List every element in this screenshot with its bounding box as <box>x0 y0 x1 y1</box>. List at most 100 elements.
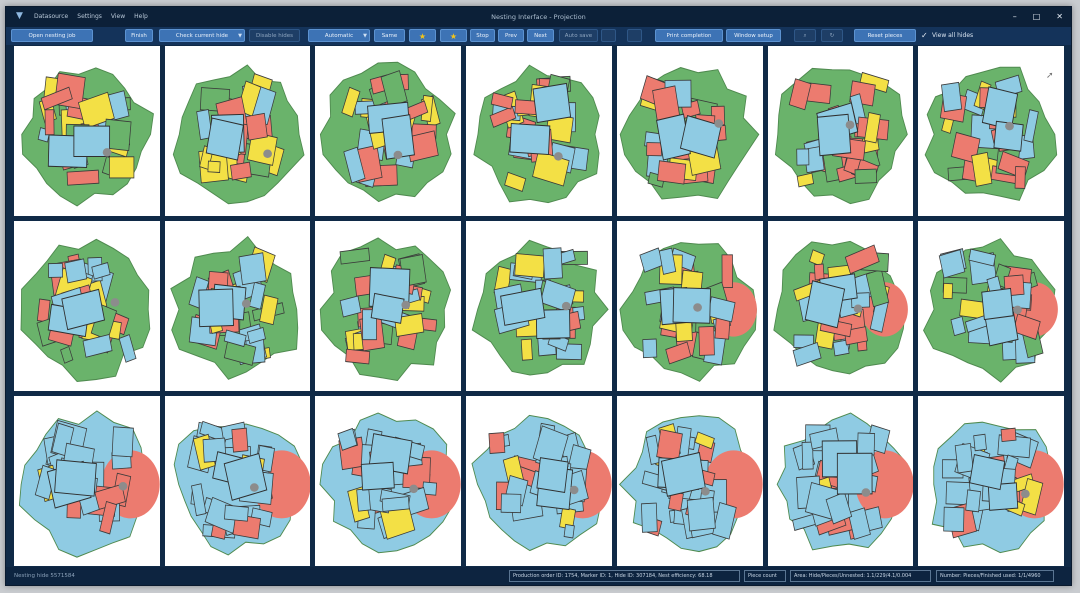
small-tool-button-1[interactable] <box>601 29 616 42</box>
menu-item-view[interactable]: View <box>110 13 126 20</box>
hide-tile[interactable] <box>616 221 763 391</box>
nested-piece <box>99 500 118 535</box>
nested-piece <box>343 146 366 184</box>
menu-item-datasource[interactable]: Datasource <box>34 13 69 20</box>
hide-tile[interactable] <box>466 396 612 566</box>
nested-piece <box>394 313 425 338</box>
nested-piece <box>656 160 687 185</box>
hide-tile[interactable] <box>14 221 160 391</box>
nested-piece <box>943 506 965 533</box>
hide-tile[interactable] <box>164 396 311 566</box>
hide-tile[interactable] <box>616 46 763 216</box>
reset-pieces-button[interactable]: Reset pieces <box>854 29 916 42</box>
small-tool-button-2[interactable] <box>627 29 642 42</box>
nested-piece <box>340 295 362 318</box>
nested-piece <box>111 426 134 458</box>
nested-piece <box>1014 166 1027 189</box>
nested-piece-large <box>205 117 244 161</box>
minimize-icon[interactable]: – <box>1012 12 1017 21</box>
hide-tile[interactable] <box>14 46 160 216</box>
hide-tile[interactable] <box>315 396 462 566</box>
nested-piece <box>1000 427 1017 443</box>
menu-item-settings[interactable]: Settings <box>77 13 102 20</box>
auto-save-button[interactable]: Auto save <box>559 29 598 42</box>
print-completion-button[interactable]: Print completion <box>655 29 723 42</box>
disable-hides-button[interactable]: Disable hides <box>249 29 300 42</box>
nested-piece-large <box>988 482 1019 511</box>
prev-button[interactable]: Prev <box>498 29 524 42</box>
same-label: Same <box>381 33 398 39</box>
nested-piece <box>238 252 267 286</box>
defect-marker <box>562 301 571 311</box>
hide-nesting-view <box>169 235 298 380</box>
defect-marker <box>409 484 419 494</box>
nested-piece <box>939 249 966 279</box>
status-order-info: Production order ID: 1754, Marker ID: 1,… <box>509 570 740 582</box>
hide-tile[interactable] <box>315 46 462 216</box>
finish-label: Finish <box>131 33 147 39</box>
view-all-checkbox-icon[interactable]: ✓ <box>921 31 928 40</box>
nested-piece <box>965 489 982 513</box>
hide-nesting-view <box>320 237 452 382</box>
hide-tile[interactable] <box>466 221 612 391</box>
reset-pieces-label: Reset pieces <box>867 33 903 39</box>
nested-piece <box>345 348 371 365</box>
print-completion-label: Print completion <box>666 33 712 39</box>
defect-marker <box>1021 489 1031 499</box>
hide-tile[interactable] <box>918 46 1064 216</box>
defect-marker <box>554 152 563 161</box>
stop-button[interactable]: Stop <box>470 29 495 42</box>
defect-marker <box>714 119 723 128</box>
hide-tile[interactable] <box>767 221 914 391</box>
hide-tile[interactable] <box>164 221 311 391</box>
open-nesting-job-button[interactable]: Open nesting job <box>11 29 93 42</box>
star-button-1[interactable]: ★ <box>409 29 436 42</box>
nested-piece <box>207 160 221 173</box>
status-bar: Nesting hide 5571584 Production order ID… <box>6 567 1071 585</box>
zoom-button[interactable]: ⌕ <box>794 29 816 42</box>
nested-piece <box>66 169 100 186</box>
menu-bar: Datasource Settings View Help <box>34 13 148 20</box>
nested-piece <box>488 432 506 454</box>
nested-piece <box>356 488 372 512</box>
star-icon: ★ <box>418 32 427 41</box>
next-button[interactable]: Next <box>527 29 554 42</box>
defect-marker <box>249 483 259 492</box>
close-icon[interactable]: ✕ <box>1056 12 1063 21</box>
hide-tile[interactable] <box>918 221 1064 391</box>
check-current-hide-button[interactable]: Check current hide ▼ <box>159 29 245 42</box>
star-button-2[interactable]: ★ <box>440 29 467 42</box>
hide-nesting-view <box>618 415 763 553</box>
hide-logo-icon: ▼ <box>16 11 23 21</box>
hide-nesting-view <box>923 238 1059 383</box>
nested-piece <box>337 427 358 451</box>
hide-tile[interactable] <box>918 396 1064 566</box>
window-setup-button[interactable]: Window setup <box>726 29 781 42</box>
menu-item-help[interactable]: Help <box>134 13 148 20</box>
nested-piece <box>195 109 213 141</box>
hide-tile[interactable] <box>616 396 763 566</box>
nested-piece <box>514 253 546 279</box>
hide-tile[interactable] <box>466 46 612 216</box>
hide-tile[interactable] <box>315 221 462 391</box>
hide-tile[interactable] <box>164 46 311 216</box>
same-button[interactable]: Same <box>374 29 405 42</box>
rotate-button[interactable]: ↻ <box>821 29 843 42</box>
nested-piece <box>1023 109 1040 143</box>
hide-nesting-view <box>320 61 457 203</box>
hide-tile[interactable] <box>767 396 914 566</box>
nested-piece-large <box>509 122 551 156</box>
automatic-button[interactable]: Automatic ▼ <box>308 29 370 42</box>
hide-tile[interactable] <box>767 46 914 216</box>
nested-piece-large <box>804 280 845 329</box>
hide-tile[interactable] <box>14 396 160 566</box>
nested-piece <box>223 329 247 348</box>
maximize-icon[interactable]: □ <box>1032 12 1041 21</box>
defect-marker <box>102 148 112 157</box>
hide-nesting-view <box>776 412 914 551</box>
nested-piece <box>950 315 967 337</box>
hide-nesting-view <box>471 414 612 552</box>
nested-piece <box>825 491 852 525</box>
finish-button[interactable]: Finish <box>125 29 153 42</box>
nested-piece <box>563 523 575 539</box>
